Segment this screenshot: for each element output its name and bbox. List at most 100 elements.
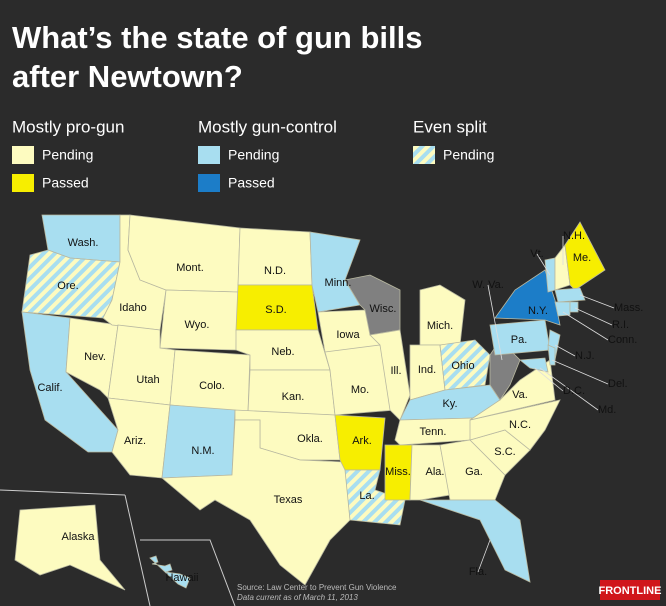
state: [149, 555, 191, 589]
state-label: Ala.: [426, 466, 445, 478]
state: [419, 284, 466, 346]
legend-label: Passed: [42, 175, 89, 191]
state-label: Ill.: [391, 365, 402, 377]
state-label: N.J.: [575, 350, 595, 362]
legend-swatch: [198, 174, 220, 192]
state-label: D.C.: [563, 385, 585, 397]
state: [518, 357, 549, 373]
state-label: Calif.: [37, 382, 62, 394]
leader-line: [534, 367, 564, 392]
leader-line: [551, 359, 609, 385]
state-label: La.: [359, 490, 374, 502]
state: [161, 404, 236, 479]
legend-swatch: [413, 146, 435, 164]
legend-label: Pending: [443, 147, 494, 163]
state: [309, 231, 361, 313]
leader-line: [574, 307, 613, 326]
state-label: N.Y.: [528, 305, 548, 317]
leader-line: [562, 311, 609, 341]
legend-group-title: Mostly gun-control: [198, 117, 337, 136]
state: [14, 504, 126, 591]
state: [547, 344, 556, 366]
state-label: Pa.: [511, 334, 528, 346]
state-label: Ariz.: [124, 435, 146, 447]
state-label: Tenn.: [420, 426, 447, 438]
state-label: Md.: [598, 404, 616, 416]
state-label: Del.: [608, 378, 628, 390]
state-label: S.C.: [494, 446, 515, 458]
leader-line: [477, 539, 491, 573]
state-label: Hawaii: [165, 572, 198, 584]
state-label: Mo.: [351, 384, 369, 396]
state: [419, 499, 531, 583]
state-label: Nev.: [84, 351, 106, 363]
state: [127, 214, 241, 293]
state-label: Wash.: [68, 237, 99, 249]
state-label: Colo.: [199, 380, 225, 392]
title-line: after Newtown?: [12, 59, 243, 94]
state-label: Minn.: [325, 277, 352, 289]
state-label: Ky.: [442, 398, 457, 410]
state: [469, 399, 561, 451]
state-label: Idaho: [119, 302, 147, 314]
state-label: Kan.: [282, 391, 305, 403]
state-label: Okla.: [297, 433, 323, 445]
state-label: Ga.: [465, 466, 483, 478]
state: [409, 444, 451, 501]
state: [469, 359, 556, 421]
state-label: Miss.: [385, 466, 411, 478]
legend-group-title: Even split: [413, 117, 487, 136]
legend-group-title: Mostly pro-gun: [12, 117, 124, 136]
title-line: What’s the state of gun bills: [12, 20, 422, 55]
leader-line: [554, 344, 576, 357]
state-label: Mass.: [614, 302, 643, 314]
state-label: Fla.: [469, 566, 487, 578]
state: [554, 301, 571, 317]
state-label: S.D.: [265, 304, 286, 316]
state: [439, 339, 491, 391]
state: [564, 221, 606, 291]
state-label: Utah: [136, 374, 159, 386]
logo: FRONTLINE: [599, 585, 662, 597]
state-label: Me.: [573, 252, 591, 264]
leader-line: [539, 367, 599, 411]
inset-border: [124, 494, 151, 606]
date-note: Data current as of March 11, 2013: [237, 593, 358, 602]
state-label: Mont.: [176, 262, 204, 274]
state: [324, 344, 396, 416]
legend-label: Passed: [228, 175, 275, 191]
state-label: N.D.: [264, 265, 286, 277]
state-label: Iowa: [336, 329, 360, 341]
state-label: Ore.: [57, 280, 78, 292]
state-label: W. Va.: [472, 279, 504, 291]
logo-box: [600, 580, 660, 600]
source-note: Source: Law Center to Prevent Gun Violen…: [237, 583, 397, 592]
state-label: Wyo.: [185, 319, 210, 331]
state-label: Mich.: [427, 320, 453, 332]
state-label: Neb.: [271, 346, 294, 358]
state-label: Ind.: [418, 364, 436, 376]
state-label: Vt.: [530, 248, 543, 260]
state-label: N.C.: [509, 419, 531, 431]
state-label: Texas: [274, 494, 303, 506]
legend-swatch: [198, 146, 220, 164]
legend-swatch: [12, 174, 34, 192]
leader-line: [579, 294, 615, 309]
state: [569, 301, 579, 313]
state: [554, 287, 586, 303]
leader-line: [487, 284, 503, 361]
inset-border: [0, 489, 126, 496]
leader-line: [536, 253, 551, 276]
us-map: Wash. Ore. Calif. Nev. Idaho Mont. Wyo. Utah Col…: [14, 214, 643, 591]
legend: Mostly pro-gun Pending Passed Mostly gun-co…: [12, 117, 494, 192]
state-label: Ohio: [451, 360, 474, 372]
state-label: Conn.: [608, 334, 637, 346]
legend-label: Pending: [228, 147, 279, 163]
state-label: Wisc.: [370, 303, 397, 315]
legend-label: Pending: [42, 147, 93, 163]
state-label: Alaska: [61, 531, 95, 543]
state-label: Ark.: [352, 435, 372, 447]
state-label: Va.: [512, 389, 528, 401]
legend-swatch: [12, 146, 34, 164]
